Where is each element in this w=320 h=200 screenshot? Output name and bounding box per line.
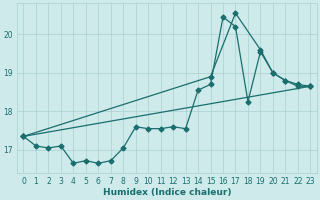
X-axis label: Humidex (Indice chaleur): Humidex (Indice chaleur): [103, 188, 231, 197]
